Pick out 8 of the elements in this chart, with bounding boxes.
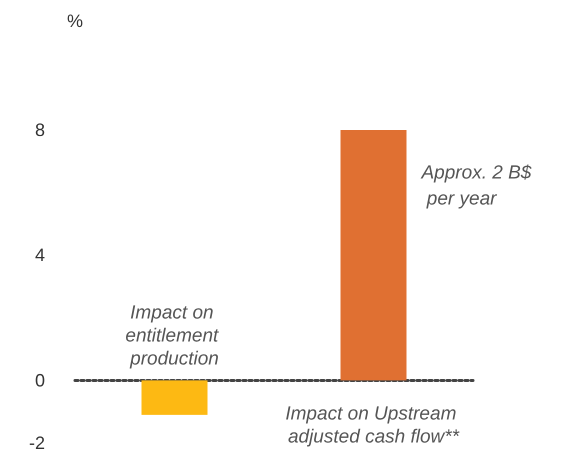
y-tick-label: 4 [34, 245, 45, 266]
x-tick-label: Impact on Upstream adjusted cash flow** [285, 403, 462, 448]
y-tick-label: -2 [28, 433, 45, 453]
x-tick-label: Impact on entitlement production [125, 302, 224, 370]
annotation: Approx. 2 B$ per year [420, 162, 532, 210]
y-tick-label: 0 [34, 370, 45, 390]
y-tick-label: 8 [34, 120, 45, 140]
y-axis-title: % [66, 11, 84, 31]
